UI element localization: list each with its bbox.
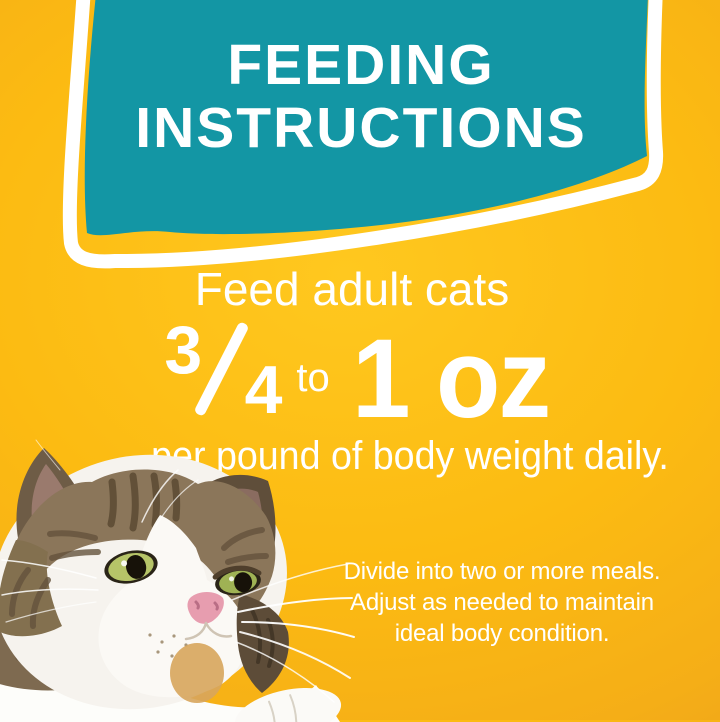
note-block: Divide into two or more meals. Adjust as… xyxy=(312,556,692,649)
cat-side-stripes xyxy=(9,527,269,629)
banner-title-line2: INSTRUCTIONS xyxy=(135,96,587,160)
intro-text: Feed adult cats xyxy=(194,263,510,315)
note-line2: Adjust as needed to maintain xyxy=(350,589,654,616)
banner-shape xyxy=(62,0,664,269)
fraction-denominator: 4 xyxy=(244,352,283,428)
cat-nostrils xyxy=(194,600,219,611)
amount-text: 1 oz xyxy=(351,315,551,441)
per-pound-text: per pound of body weight daily. xyxy=(151,434,669,478)
fraction-slash xyxy=(193,321,250,417)
cat-right-eye xyxy=(212,565,262,596)
banner-outline-stroke xyxy=(62,0,664,269)
cat-left-cheek-fur xyxy=(0,540,62,637)
banner-teal-fill xyxy=(84,0,648,236)
cat-nose xyxy=(187,592,224,624)
amount-row: 3 4 to 1 oz xyxy=(0,312,720,441)
cat-paw xyxy=(234,687,342,722)
cat-chin-spot xyxy=(170,643,224,703)
fraction-three-quarters: 3 4 xyxy=(164,316,283,428)
banner-title-line1: FEEDING xyxy=(227,33,495,97)
cat-forehead-stripes xyxy=(107,472,181,532)
cat-left-eye xyxy=(104,550,158,584)
range-connector: to xyxy=(296,356,330,400)
cat-forehead-fur xyxy=(16,469,276,620)
cat-right-jaw-fur xyxy=(236,594,289,693)
cat-mouth xyxy=(184,621,233,641)
fraction-numerator: 3 xyxy=(164,312,203,388)
note-line3: ideal body condition. xyxy=(394,620,610,647)
note-line1: Divide into two or more meals. xyxy=(343,558,661,585)
cat-whiskers xyxy=(1,439,355,703)
cat-photo xyxy=(0,439,355,722)
banner-title: FEEDING INSTRUCTIONS xyxy=(0,34,720,160)
